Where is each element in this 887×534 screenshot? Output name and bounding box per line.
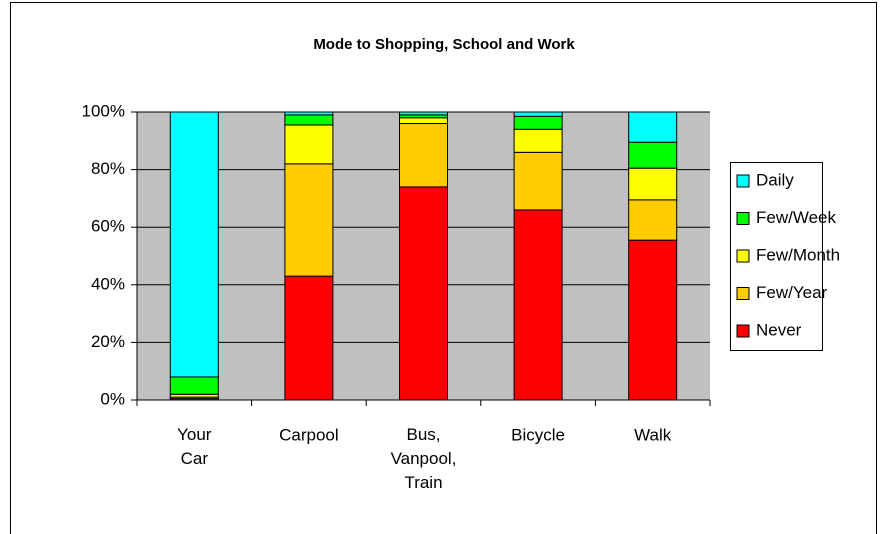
bar-segment (628, 141, 678, 169)
y-tick-label: 40% (91, 274, 125, 293)
legend-label: Few/Week (756, 208, 836, 227)
bar-segment (513, 111, 563, 117)
y-tick-label: 0% (100, 389, 125, 408)
legend-label: Few/Month (756, 245, 840, 264)
bar-segment (399, 186, 448, 401)
bar-segment (513, 128, 563, 153)
bar-segment (399, 117, 448, 125)
x-tick-label: Walk (634, 425, 672, 444)
legend-swatch (736, 174, 750, 188)
bar-segment (284, 163, 334, 277)
x-tick-label: Carpool (279, 425, 339, 444)
bar-segment (628, 111, 678, 143)
bar-segment (399, 123, 448, 188)
legend-swatch (736, 324, 750, 338)
x-tick-label: Your Car (177, 425, 212, 468)
chart-title: Mode to Shopping, School and Work (313, 36, 575, 53)
bar-segment (628, 199, 678, 241)
legend-label: Never (756, 320, 802, 339)
bar-segment (169, 111, 219, 378)
bar-segment (284, 111, 334, 116)
x-tick-label: Bicycle (511, 425, 565, 444)
bar-segment (513, 151, 563, 211)
legend-swatch (736, 287, 750, 300)
bar-segment (513, 209, 563, 401)
bar-segment (628, 167, 678, 201)
bar-segment (628, 239, 678, 401)
bar-segment (169, 376, 219, 395)
legend-swatch (736, 249, 750, 263)
y-tick-label: 100% (82, 101, 125, 120)
y-tick-label: 80% (91, 159, 125, 178)
legend-label: Daily (756, 170, 794, 189)
bar-segment (284, 275, 334, 401)
legend-swatch (736, 212, 750, 225)
bar-segment (513, 115, 563, 130)
bar-segment (284, 124, 334, 165)
x-tick-label: Bus, Vanpool, Train (391, 425, 457, 492)
y-tick-label: 20% (91, 332, 125, 351)
bar-segment (284, 114, 334, 126)
bar-segment (399, 111, 448, 116)
y-tick-label: 60% (91, 217, 125, 236)
legend-label: Few/Year (756, 283, 828, 302)
